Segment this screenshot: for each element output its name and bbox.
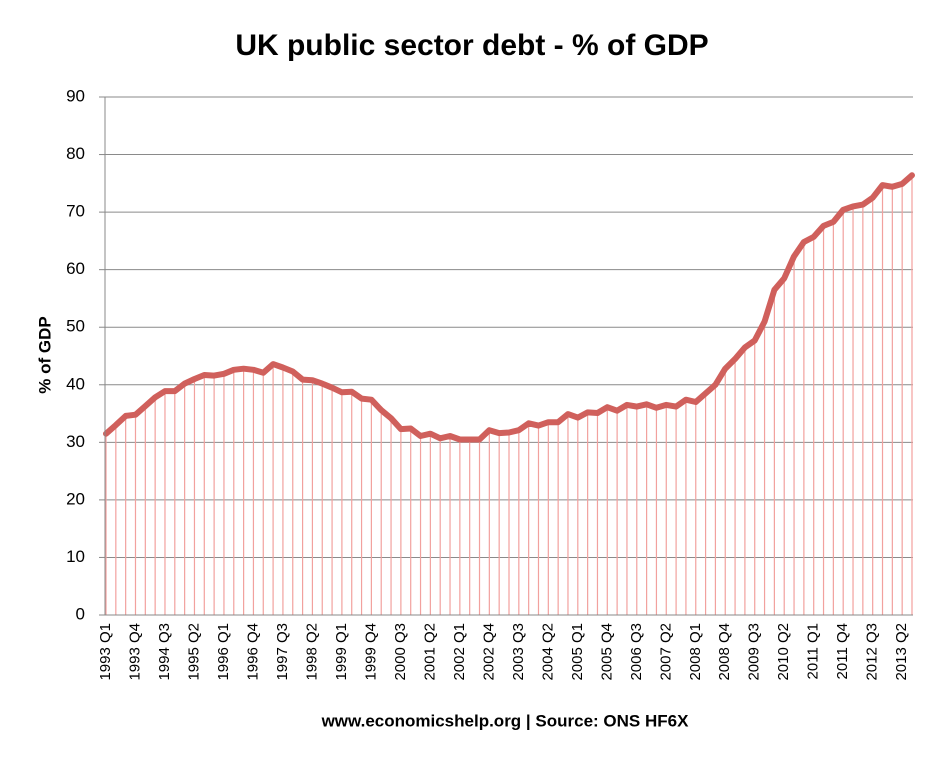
x-tick-label: 1999 Q1 [333,623,350,681]
x-tick-label: 2013 Q2 [893,623,910,681]
x-tick-label: 2009 Q3 [746,623,763,681]
chart-title: UK public sector debt - % of GDP [235,29,708,62]
x-tick-label: 1998 Q2 [303,623,320,681]
y-tick-label: 20 [66,489,85,508]
y-tick-label: 50 [66,317,85,336]
x-tick-label: 2005 Q1 [569,623,586,681]
x-tick-label: 1996 Q1 [215,623,232,681]
x-tick-label: 2008 Q4 [716,623,733,681]
x-tick-label: 2011 Q4 [834,623,851,679]
x-tick-label: 1995 Q2 [185,623,202,681]
y-tick-label: 60 [66,259,85,278]
x-tick-label: 2002 Q1 [451,623,468,681]
y-tick-label: 80 [66,144,85,163]
source-note: www.economicshelp.org | Source: ONS HF6X [321,711,690,730]
y-tick-label: 40 [66,374,85,393]
x-tick-label: 2000 Q3 [392,623,409,681]
x-tick-label: 2002 Q4 [480,623,497,681]
data-line [103,172,915,443]
x-tick-label: 2005 Q4 [598,623,615,681]
y-axis-label: % of GDP [35,316,54,393]
x-tick-label: 2007 Q2 [657,623,674,681]
x-tick-label: 2010 Q2 [775,623,792,681]
x-tick-label: 2012 Q3 [864,623,881,681]
y-tick-label: 70 [66,202,85,221]
y-tick-label: 0 [76,604,85,623]
x-tick-label: 2004 Q2 [539,623,556,681]
x-tick-label: 2003 Q3 [510,623,527,681]
x-tick-label: 2011 Q1 [805,623,822,679]
x-tick-label: 1994 Q3 [156,623,173,681]
x-tick-label: 2001 Q2 [421,623,438,681]
x-tick-label: 1996 Q4 [244,623,261,681]
x-tick-label: 2008 Q1 [687,623,704,681]
y-tick-label: 90 [66,86,85,105]
x-tick-label: 1997 Q3 [274,623,291,681]
x-tick-label: 1993 Q4 [126,623,143,681]
x-tick-label: 1993 Q1 [97,623,114,681]
x-tick-label: 2006 Q3 [628,623,645,681]
y-tick-label: 30 [66,432,85,451]
y-tick-label: 10 [66,547,85,566]
x-tick-label: 1999 Q4 [362,623,379,681]
